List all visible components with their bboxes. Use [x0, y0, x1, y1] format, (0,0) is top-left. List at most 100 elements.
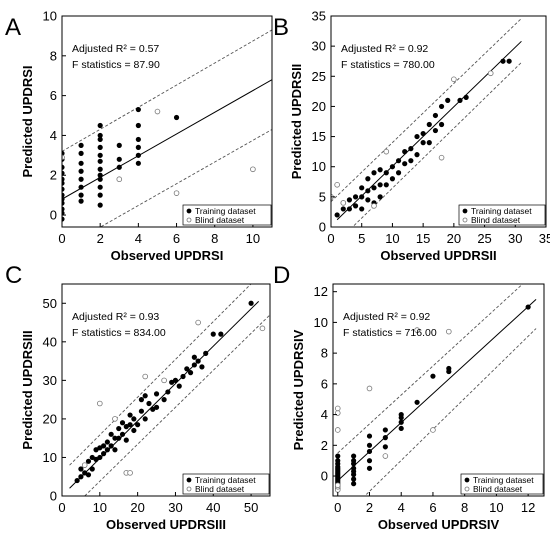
training-point	[173, 114, 180, 121]
y-tick-label: 5	[319, 189, 326, 204]
lower-prediction-line	[99, 129, 272, 227]
training-point	[377, 182, 383, 188]
legend-box	[458, 204, 546, 226]
plot-frame	[330, 15, 547, 228]
legend-box	[460, 473, 544, 495]
y-tick-label: 15	[312, 129, 326, 144]
blind-point	[173, 190, 180, 196]
training-point	[97, 144, 103, 150]
plot-area	[334, 284, 537, 495]
training-point	[101, 450, 107, 457]
training-point	[359, 185, 365, 191]
upper-prediction-line	[337, 284, 524, 454]
training-point	[153, 391, 160, 397]
training-point	[135, 160, 141, 166]
blind-point	[250, 166, 256, 173]
training-point	[62, 196, 65, 202]
training-point	[123, 437, 129, 443]
blind-point	[366, 385, 373, 392]
upper-prediction-line	[69, 284, 252, 466]
training-point	[135, 144, 141, 150]
r-squared-annotation: Adjusted R² = 0.92	[341, 43, 428, 55]
blind-point	[430, 427, 436, 433]
x-tick-label: 5	[358, 231, 365, 246]
training-point	[432, 127, 439, 134]
training-point	[365, 188, 371, 194]
y-tick-label: 20	[43, 411, 57, 426]
x-tick-label: 8	[461, 500, 468, 515]
training-point	[335, 458, 341, 464]
training-point	[382, 435, 388, 441]
r-squared-annotation: Adjusted R² = 0.93	[72, 311, 159, 323]
training-point	[382, 427, 388, 433]
training-point	[365, 197, 371, 203]
y-tick-label: 0	[50, 489, 57, 504]
blind-point	[446, 328, 452, 335]
training-point	[97, 166, 103, 172]
training-point	[97, 152, 103, 158]
y-tick-label: 20	[312, 99, 326, 114]
training-point	[101, 443, 107, 449]
y-axis-label: Predicted UPDRSI	[20, 66, 35, 178]
plot-frame	[61, 283, 271, 497]
blind-point	[487, 70, 494, 77]
f-statistic-annotation: F statistics = 87.90	[72, 59, 160, 71]
blind-point	[334, 182, 340, 188]
training-point	[112, 447, 118, 453]
training-point	[195, 358, 201, 364]
legend-marker	[186, 208, 192, 214]
r-squared-annotation: Adjusted R² = 0.57	[72, 43, 159, 55]
y-tick-label: 30	[43, 373, 57, 388]
training-point	[408, 146, 414, 152]
training-point	[97, 122, 103, 129]
blind-point	[81, 462, 88, 468]
training-point	[62, 210, 65, 216]
training-point	[172, 377, 179, 383]
training-point	[366, 448, 373, 455]
plot-area	[69, 284, 270, 496]
training-point	[116, 156, 122, 162]
training-point	[426, 140, 432, 146]
x-axis-label: Observed UPDRSI	[111, 248, 224, 263]
blind-point	[112, 416, 118, 422]
training-point	[365, 176, 371, 182]
x-tick-label: 0	[58, 231, 65, 246]
y-tick-label: 30	[312, 39, 326, 54]
training-point	[506, 58, 512, 64]
training-point	[62, 206, 65, 212]
training-point	[85, 458, 92, 464]
y-tick-label: 10	[314, 315, 328, 330]
blind-point	[334, 405, 341, 412]
legend-label: Training dataset	[195, 206, 256, 216]
training-point	[97, 192, 103, 198]
y-tick-label: 4	[50, 128, 57, 143]
training-point	[119, 420, 126, 426]
y-tick-label: 40	[43, 334, 57, 349]
training-point	[176, 383, 182, 389]
x-tick-label: 10	[385, 231, 399, 246]
training-point	[78, 184, 84, 190]
f-statistic-annotation: F statistics = 780.00	[341, 59, 435, 71]
training-point	[142, 393, 148, 399]
x-tick-label: 10	[246, 231, 260, 246]
x-tick-label: 30	[168, 500, 182, 515]
training-point	[218, 331, 224, 337]
legend-marker	[462, 217, 468, 223]
training-point	[187, 370, 194, 376]
training-point	[366, 458, 373, 464]
training-point	[351, 458, 357, 464]
training-point	[351, 476, 357, 482]
training-point	[210, 331, 216, 337]
training-point	[352, 203, 359, 209]
training-point	[74, 477, 80, 484]
panel-letter: B	[273, 14, 289, 41]
blind-point	[142, 373, 149, 380]
legend-marker	[186, 217, 192, 223]
y-axis-label: Predicted UPDRSIII	[20, 330, 35, 449]
training-point	[127, 412, 133, 418]
blind-point	[116, 176, 123, 183]
training-point	[184, 366, 190, 372]
training-point	[525, 304, 531, 310]
plot-area	[331, 18, 522, 227]
blind-point	[62, 154, 65, 161]
